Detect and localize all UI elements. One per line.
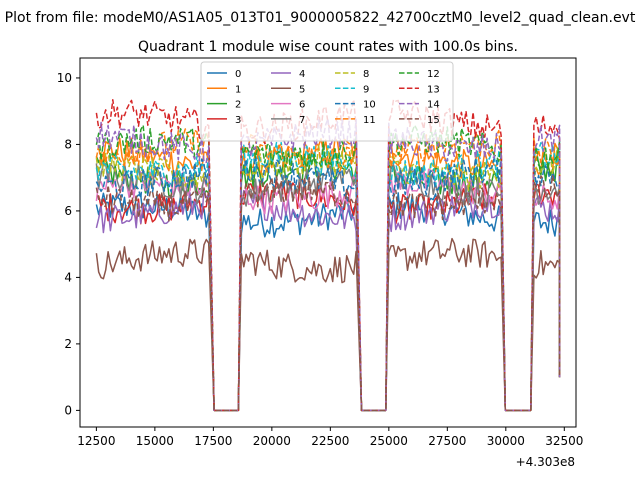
x-tick-label: 22500 <box>311 434 349 448</box>
y-axis: 0 2 4 6 8 10 <box>57 71 80 417</box>
x-axis: 12500 15000 17500 20000 22500 25000 27500 30000… <box>77 427 583 448</box>
x-tick-label: 17500 <box>194 434 232 448</box>
x-tick-label: 12500 <box>77 434 115 448</box>
x-offset-label: +4.303e8 <box>516 455 575 469</box>
series-line-5 <box>95 237 561 412</box>
y-tick-label: 0 <box>64 403 72 417</box>
x-tick-label: 15000 <box>136 434 174 448</box>
legend-label-14: 14 <box>427 100 440 111</box>
legend-label-9: 9 <box>363 84 369 95</box>
chart-title: Quadrant 1 module wise count rates with … <box>138 39 518 55</box>
y-tick-label: 4 <box>64 270 72 284</box>
legend-label-2: 2 <box>235 100 241 111</box>
y-tick-label: 6 <box>64 204 72 218</box>
series-line-8 <box>95 143 561 412</box>
y-tick-label: 2 <box>64 337 72 351</box>
legend-label-12: 12 <box>427 69 440 80</box>
legend-label-1: 1 <box>235 84 241 95</box>
legend-label-11: 11 <box>363 115 376 126</box>
legend-label-10: 10 <box>363 100 376 111</box>
x-tick-label: 27500 <box>428 434 466 448</box>
x-tick-label: 25000 <box>370 434 408 448</box>
x-tick-label: 20000 <box>253 434 291 448</box>
plot-area <box>79 57 577 428</box>
legend-label-15: 15 <box>427 115 440 126</box>
legend-label-4: 4 <box>299 69 305 80</box>
legend-label-0: 0 <box>235 69 241 80</box>
legend-label-3: 3 <box>235 115 241 126</box>
legend-label-8: 8 <box>363 69 369 80</box>
series-lines <box>95 98 561 412</box>
y-tick-label: 8 <box>64 137 72 151</box>
series-line-12 <box>95 124 561 412</box>
series-line-10 <box>95 154 561 412</box>
legend-box <box>200 61 454 142</box>
figure-suptitle: Plot from file: modeM0/AS1A05_013T01_900… <box>5 10 636 26</box>
x-tick-label: 30000 <box>487 434 525 448</box>
x-tick-label: 32500 <box>545 434 583 448</box>
legend-label-7: 7 <box>299 115 305 126</box>
axes-frame <box>79 57 577 428</box>
series-line-14 <box>95 118 561 412</box>
legend-label-13: 13 <box>427 84 440 95</box>
y-tick-label: 10 <box>57 71 72 85</box>
legend-label-5: 5 <box>299 84 305 95</box>
legend-label-6: 6 <box>299 100 305 111</box>
series-line-13 <box>95 98 561 412</box>
